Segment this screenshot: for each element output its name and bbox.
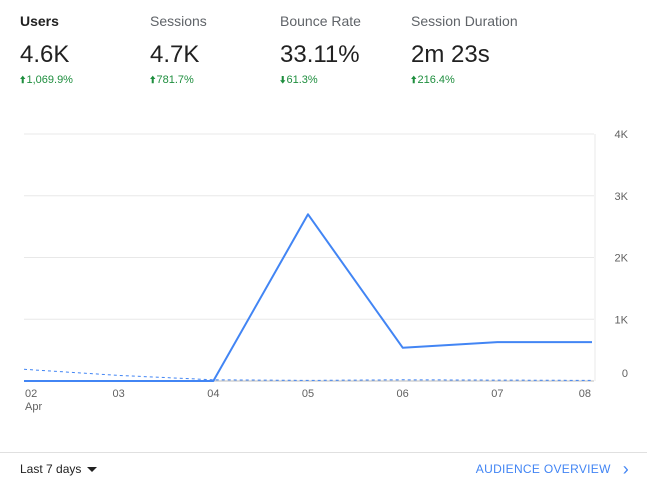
metric-change: 🠫61.3%: [280, 74, 361, 87]
x-tick-sublabel: Apr: [25, 401, 42, 413]
y-tick-label: 4K: [615, 129, 629, 141]
x-tick-label: 06: [397, 388, 409, 400]
line-chart: 0 1K 2K 3K 4K 02 03 04 05 06 07 08 Apr: [23, 129, 629, 413]
arrow-up-icon: 🠩: [150, 75, 156, 86]
arrow-up-icon: 🠩: [20, 75, 26, 86]
x-tick-label: 05: [302, 388, 314, 400]
metric-label: Sessions: [150, 13, 207, 29]
y-tick-label: 2K: [615, 253, 629, 265]
metric-change: 🠩1,069.9%: [20, 74, 73, 87]
metric-change-value: 61.3%: [286, 74, 318, 86]
metric-change-value: 216.4%: [417, 74, 455, 86]
metric-change: 🠩781.7%: [150, 74, 207, 87]
metric-bounce-rate[interactable]: Bounce Rate 33.11% 🠫61.3%: [280, 12, 361, 87]
arrow-up-icon: 🠩: [411, 75, 417, 86]
caret-down-icon: [87, 467, 98, 472]
metric-sessions[interactable]: Sessions 4.7K 🠩781.7%: [150, 12, 207, 87]
metric-label: Users: [20, 13, 59, 29]
metric-users[interactable]: Users 4.6K 🠩1,069.9%: [20, 12, 73, 87]
audience-overview-link[interactable]: AUDIENCE OVERVIEW ›: [475, 459, 629, 479]
metric-value: 33.11%: [280, 41, 360, 68]
metric-value: 4.7K: [150, 41, 200, 68]
y-tick-label: 3K: [615, 191, 629, 203]
arrow-down-icon: 🠫: [280, 75, 286, 86]
metric-value: 4.6K: [20, 41, 70, 68]
metric-change-value: 1,069.9%: [26, 74, 73, 86]
y-tick-label: 0: [622, 368, 628, 380]
metric-change-value: 781.7%: [156, 74, 194, 86]
date-range-dropdown[interactable]: Last 7 days: [20, 462, 98, 476]
metric-session-duration[interactable]: Session Duration 2m 23s 🠩216.4%: [411, 12, 518, 87]
y-tick-label: 1K: [615, 314, 629, 326]
x-tick-label: 02: [25, 388, 37, 400]
metric-value: 2m 23s: [411, 41, 490, 68]
metric-label: Bounce Rate: [280, 13, 361, 29]
x-tick-label: 07: [491, 388, 503, 400]
series-line-current: [24, 213, 592, 382]
series-line-previous: [23, 368, 593, 381]
x-tick-label: 08: [579, 388, 591, 400]
metric-change: 🠩216.4%: [411, 74, 518, 87]
audience-overview-label: AUDIENCE OVERVIEW: [475, 462, 611, 476]
metrics-bar: Users 4.6K 🠩1,069.9% Sessions 4.7K 🠩781.…: [20, 12, 637, 92]
chevron-right-icon: ›: [622, 459, 629, 479]
metric-label: Session Duration: [411, 13, 518, 29]
footer-divider: [0, 452, 647, 453]
date-range-label: Last 7 days: [20, 462, 82, 476]
x-tick-label: 03: [113, 388, 125, 400]
x-tick-label: 04: [207, 388, 219, 400]
